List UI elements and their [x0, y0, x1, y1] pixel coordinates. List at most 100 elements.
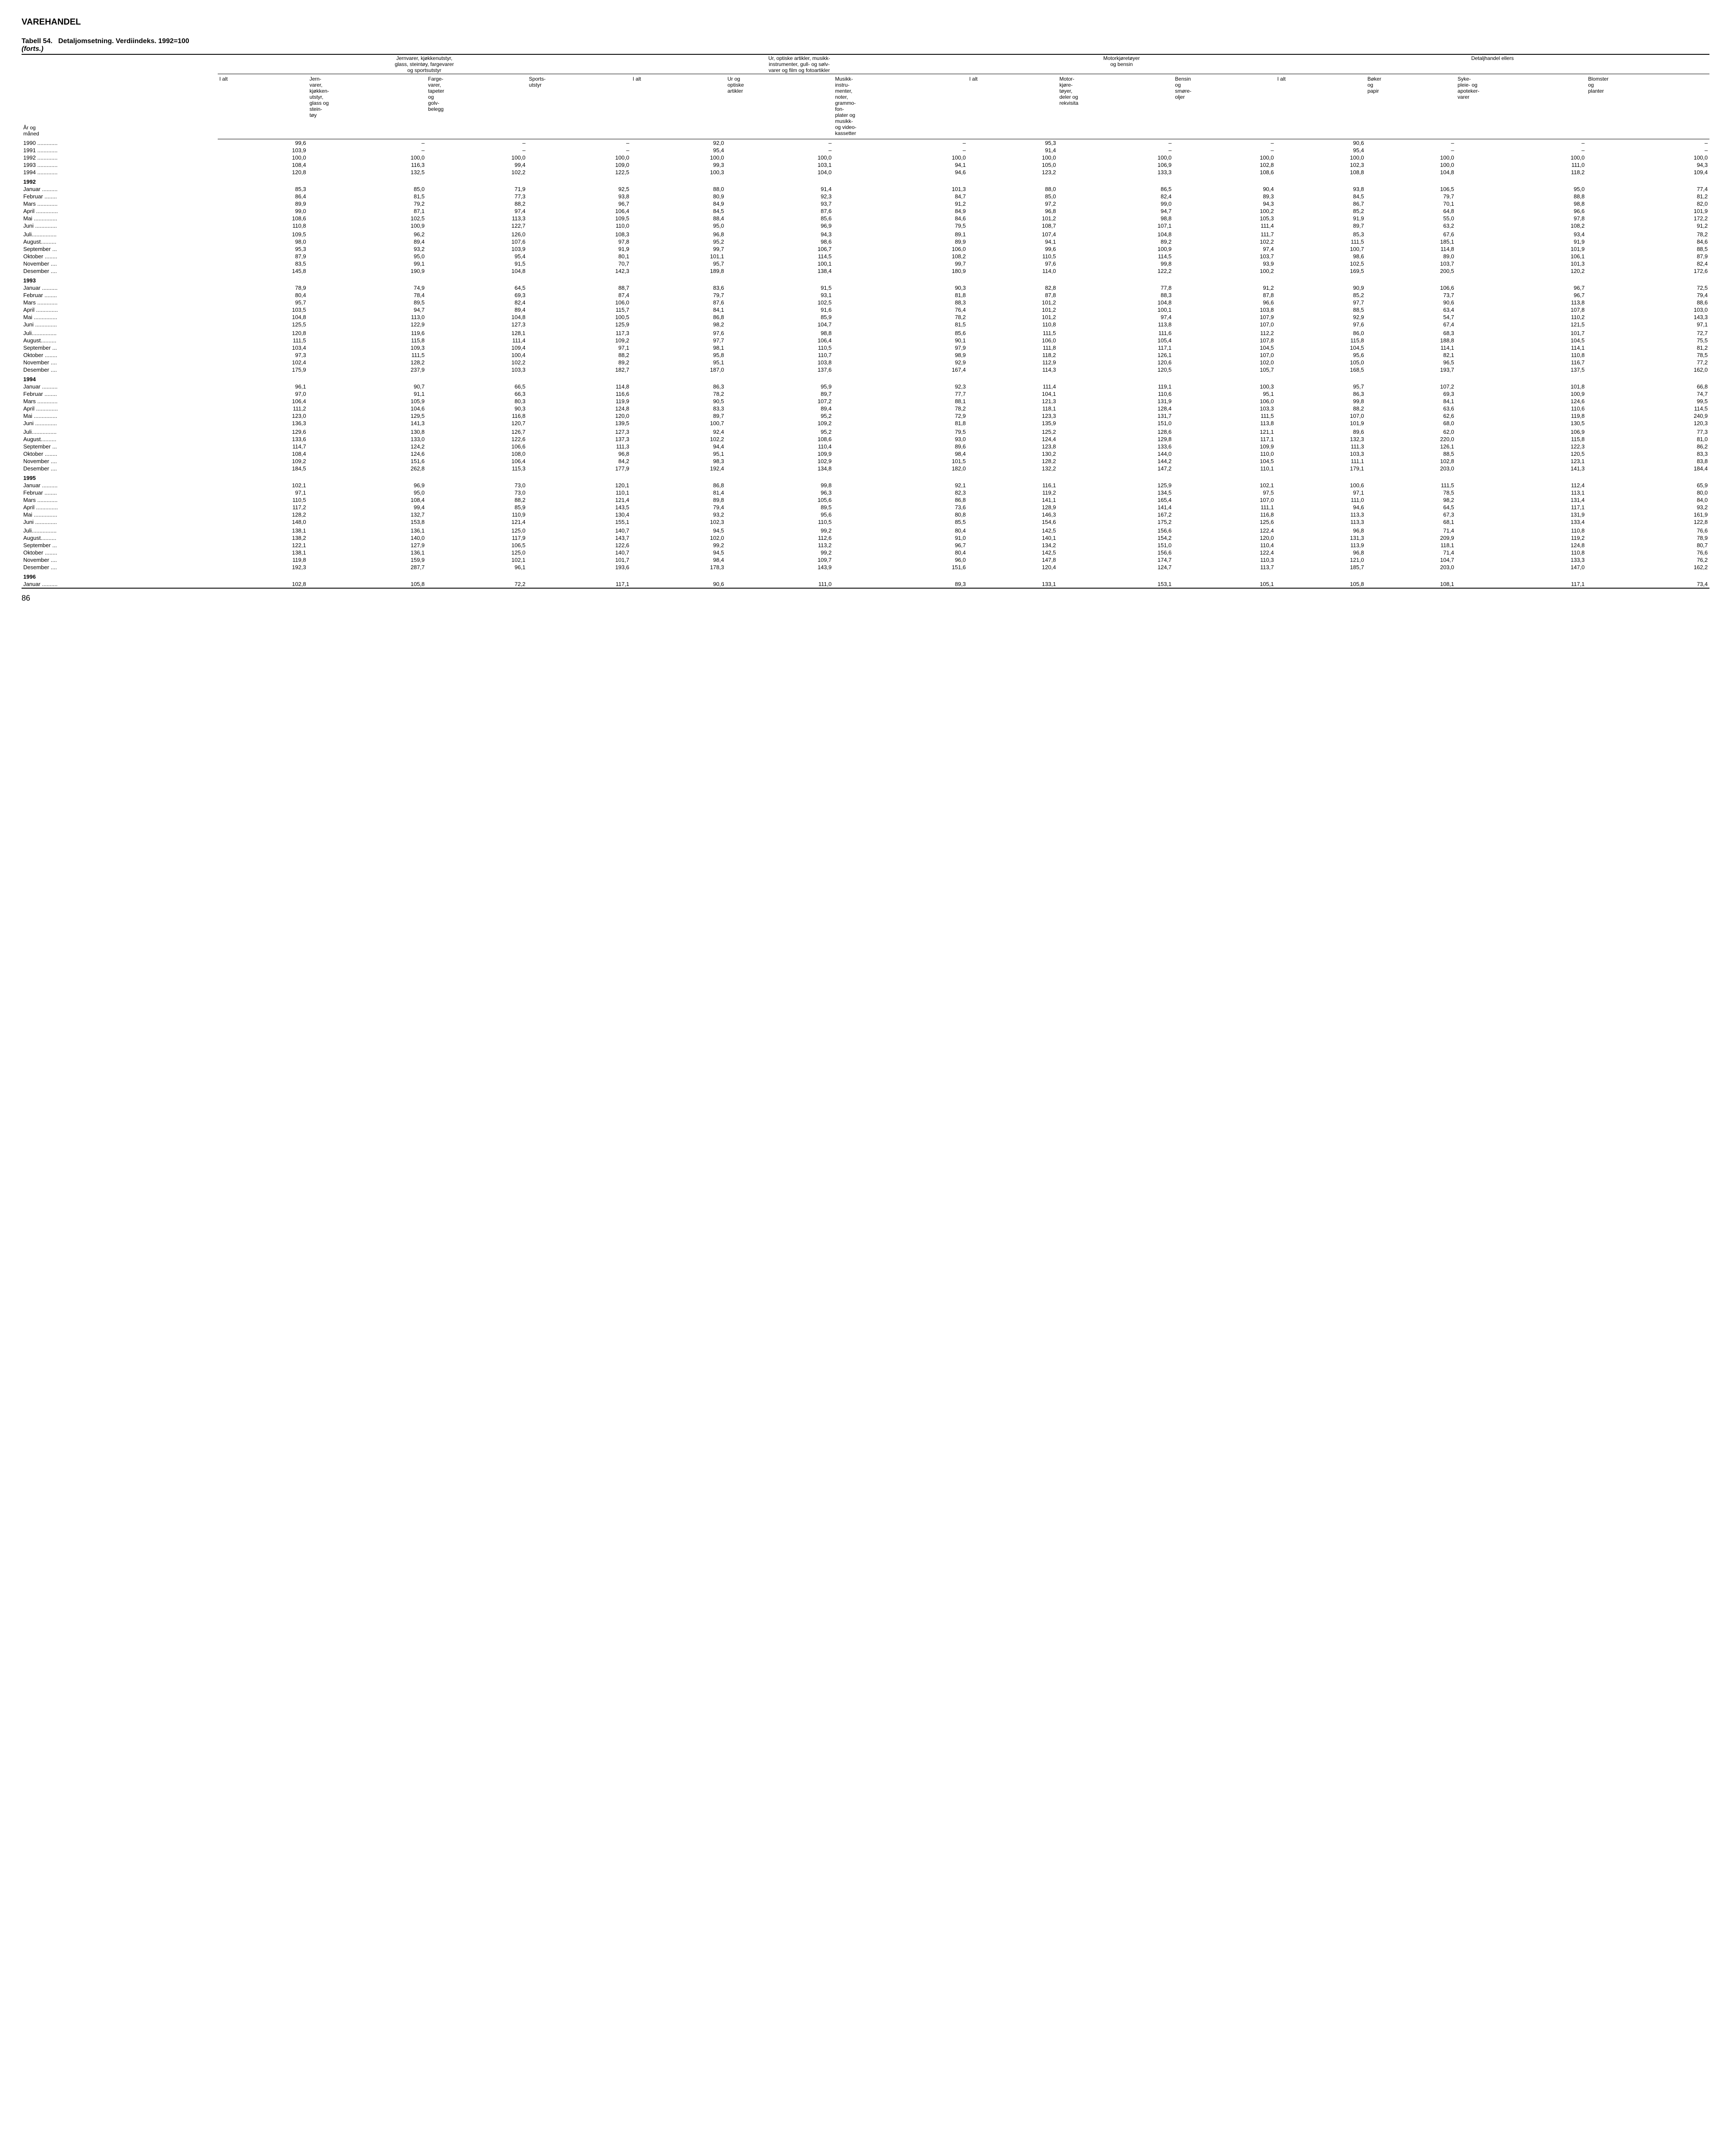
cell: 77,3: [1586, 428, 1709, 436]
table-row: Desember ....145,8190,9104,8142,3189,813…: [22, 267, 1709, 275]
cell: 107,4: [967, 231, 1058, 238]
cell: 80,0: [1586, 489, 1709, 496]
cell: 120,1: [527, 482, 631, 489]
cell: 107,8: [1456, 306, 1587, 313]
cell: 122,3: [1456, 443, 1587, 450]
cell: 113,3: [1276, 518, 1366, 526]
table-row: Oktober ........97,3111,5100,488,295,811…: [22, 351, 1709, 359]
cell: 97,9: [833, 344, 967, 351]
cell: 76,4: [833, 306, 967, 313]
cell: 101,7: [1456, 329, 1587, 337]
cell: 172,2: [1586, 215, 1709, 222]
table-row: 1993 .............108,4116,399,4109,099,…: [22, 161, 1709, 169]
cell: 104,5: [1173, 458, 1275, 465]
cell: 87,6: [726, 207, 833, 215]
cell: 100,0: [308, 154, 426, 161]
table-head: År ogmåned Jernvarer, kjøkkenutstyr,glas…: [22, 54, 1709, 139]
cell: 99,0: [1058, 200, 1173, 207]
cell: 65,9: [1586, 482, 1709, 489]
cell: 190,9: [308, 267, 426, 275]
table-row: November ....119,8159,9102,1101,798,4109…: [22, 556, 1709, 564]
cell: 93,9: [1173, 260, 1275, 267]
cell: 86,7: [1276, 200, 1366, 207]
cell: 103,3: [1173, 405, 1275, 412]
row-label: September ...: [22, 542, 218, 549]
col-header: Bøkerogpapir: [1366, 74, 1456, 139]
cell: 87,9: [218, 253, 308, 260]
cell: 96,8: [1276, 527, 1366, 534]
cell: 104,7: [726, 321, 833, 328]
cell: 88,3: [833, 299, 967, 306]
col-header: Sports-utstyr: [527, 74, 631, 139]
cell: 96,8: [967, 207, 1058, 215]
cell: 96,7: [833, 542, 967, 549]
cell: 79,7: [1366, 193, 1456, 200]
cell: 138,2: [218, 534, 308, 542]
cell: 73,0: [426, 489, 527, 496]
cell: 110,4: [726, 443, 833, 450]
cell: 128,2: [218, 511, 308, 518]
cell: 106,4: [426, 458, 527, 465]
cell: 113,9: [1276, 542, 1366, 549]
col-header: Jern-varer,kjøkken-utstyr,glass ogstein-…: [308, 74, 426, 139]
cell: –: [1058, 139, 1173, 147]
table-row: 1991 .............103,9–––95,4––91,4––95…: [22, 147, 1709, 154]
cell: 104,1: [967, 390, 1058, 398]
table-row: November ....109,2151,6106,484,298,3102,…: [22, 458, 1709, 465]
cell: 86,3: [631, 383, 726, 390]
table-row: Juni ..............110,8100,9122,7110,09…: [22, 222, 1709, 229]
row-label: August..........: [22, 337, 218, 344]
table-row: 1994 .............120,8132,5102,2122,510…: [22, 169, 1709, 176]
cell: 108,4: [218, 450, 308, 458]
cell: 133,0: [308, 436, 426, 443]
cell: 95,1: [631, 359, 726, 366]
table-row: Mars .............106,4105,980,3119,990,…: [22, 398, 1709, 405]
cell: 88,4: [631, 215, 726, 222]
cell: 108,2: [833, 253, 967, 260]
cell: 89,8: [631, 496, 726, 504]
cell: 97,4: [1058, 313, 1173, 321]
cell: 98,8: [1058, 215, 1173, 222]
cell: 94,6: [833, 169, 967, 176]
cell: 179,1: [1276, 465, 1366, 472]
cell: 100,0: [1586, 154, 1709, 161]
cell: 121,1: [1173, 428, 1275, 436]
cell: 73,4: [1586, 580, 1709, 588]
cell: 111,4: [967, 383, 1058, 390]
cell: 121,4: [527, 496, 631, 504]
cell: 101,9: [1456, 245, 1587, 253]
cell: 112,9: [967, 359, 1058, 366]
cell: 151,0: [1058, 542, 1173, 549]
row-label: Juli................: [22, 329, 218, 337]
cell: 100,9: [308, 222, 426, 229]
row-label: Juni ..............: [22, 321, 218, 328]
table-row: April ..............117,299,485,9143,579…: [22, 504, 1709, 511]
cell: 99,6: [218, 139, 308, 147]
col-header: Syke-pleie- ogapoteker-varer: [1456, 74, 1587, 139]
cell: 156,6: [1058, 527, 1173, 534]
cell: 85,3: [218, 185, 308, 193]
cell: 99,0: [218, 207, 308, 215]
cell: 117,3: [527, 329, 631, 337]
row-label: 1990 .............: [22, 139, 218, 147]
cell: 83,6: [631, 284, 726, 291]
cell: 111,5: [218, 337, 308, 344]
cell: 100,0: [527, 154, 631, 161]
cell: 118,2: [1456, 169, 1587, 176]
cell: 117,1: [1456, 504, 1587, 511]
cell: 91,9: [1276, 215, 1366, 222]
cell: 110,3: [1173, 556, 1275, 564]
row-label: April ..............: [22, 405, 218, 412]
cell: 115,8: [1276, 337, 1366, 344]
cell: 86,8: [833, 496, 967, 504]
cell: 80,1: [527, 253, 631, 260]
table-row: April ..............99,087,197,4106,484,…: [22, 207, 1709, 215]
cell: 103,7: [1173, 253, 1275, 260]
table-row: Februar ........86,481,577,393,880,992,3…: [22, 193, 1709, 200]
cell: 63,4: [1366, 306, 1456, 313]
cell: 107,8: [1173, 337, 1275, 344]
cell: 78,2: [1586, 231, 1709, 238]
cell: 110,6: [1456, 405, 1587, 412]
cell: 67,4: [1366, 321, 1456, 328]
cell: 193,6: [527, 564, 631, 571]
